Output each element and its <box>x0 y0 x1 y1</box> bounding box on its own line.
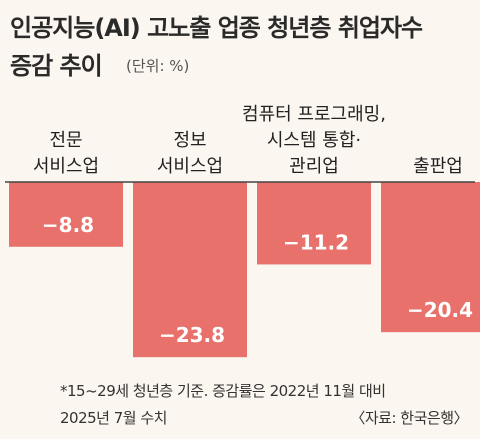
category-label-4: 출판업 <box>413 156 463 177</box>
bar-4 <box>381 182 480 333</box>
unit-label: (단위: %) <box>126 57 190 75</box>
chart-title-line2: 증감 추이 <box>10 52 103 80</box>
category-label-2: 정보 서비스업 <box>157 130 223 177</box>
category-label-1: 전문 서비스업 <box>33 130 99 177</box>
source-note: 〈자료: 한국은행〉 <box>350 409 468 427</box>
category-label-3: 컴퓨터 프로그래밍, 시스템 통합· 관리업 <box>242 104 386 177</box>
bar-value-label-2: −23.8 <box>159 323 225 347</box>
footnote-line2: 2025년 7월 수치 <box>60 409 167 427</box>
bar-value-label-1: −8.8 <box>42 213 94 237</box>
bar-value-label-3: −11.2 <box>283 230 349 254</box>
footnote-line1: *15~29세 청년층 기준. 증감률은 2022년 11월 대비 <box>60 382 386 400</box>
bar-value-label-4: −20.4 <box>407 298 473 322</box>
bar-1 <box>9 182 123 247</box>
bar-2 <box>133 182 247 358</box>
bar-3 <box>257 182 371 265</box>
chart-title: 인공지능(AI) 고노출 업종 청년층 취업자수 <box>10 14 423 42</box>
